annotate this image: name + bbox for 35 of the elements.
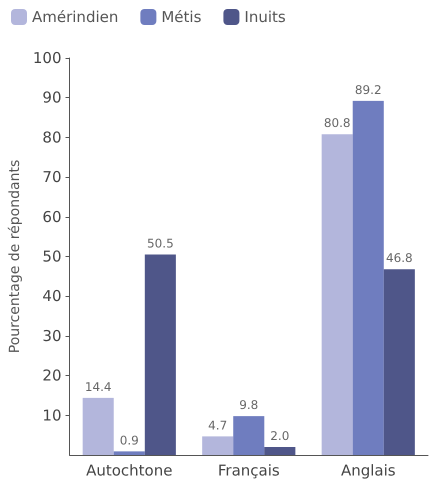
data-label: 46.8 <box>386 251 413 266</box>
y-tick-label: 20 <box>42 366 62 385</box>
bar <box>114 451 145 455</box>
legend-label: Métis <box>161 8 202 26</box>
bar <box>384 269 415 455</box>
bar <box>82 398 114 455</box>
y-tick-label: 100 <box>32 49 62 67</box>
x-tick-label: Anglais <box>340 462 396 480</box>
x-tick-label: Français <box>218 462 280 480</box>
data-label: 80.8 <box>324 116 351 130</box>
bar <box>352 100 384 455</box>
x-tick-label: Autochtone <box>86 462 172 480</box>
bar <box>144 254 176 455</box>
data-label: 9.8 <box>239 398 258 412</box>
bar <box>233 416 264 455</box>
y-tick-label: 80 <box>42 128 62 146</box>
y-tick-label: 50 <box>42 248 62 266</box>
y-tick-label: 30 <box>42 326 62 345</box>
data-label: 0.9 <box>120 433 139 448</box>
y-tick-label: 40 <box>42 287 62 306</box>
data-label: 4.7 <box>208 418 228 432</box>
legend-label: Inuits <box>244 8 286 26</box>
y-tick-label: 60 <box>42 208 62 226</box>
data-label: 50.5 <box>146 236 174 251</box>
bar <box>264 447 296 455</box>
legend-label: Amérindien <box>32 8 118 26</box>
y-tick-label: 90 <box>42 88 62 107</box>
y-tick-label: 10 <box>42 406 62 424</box>
y-axis-title: Pourcentage de répondants <box>7 160 23 354</box>
bar <box>322 134 353 455</box>
data-label: 2.0 <box>270 429 290 444</box>
data-label: 89.2 <box>354 82 382 97</box>
data-label: 14.4 <box>84 380 112 394</box>
y-tick-label: 70 <box>42 168 62 186</box>
bar <box>202 436 234 455</box>
